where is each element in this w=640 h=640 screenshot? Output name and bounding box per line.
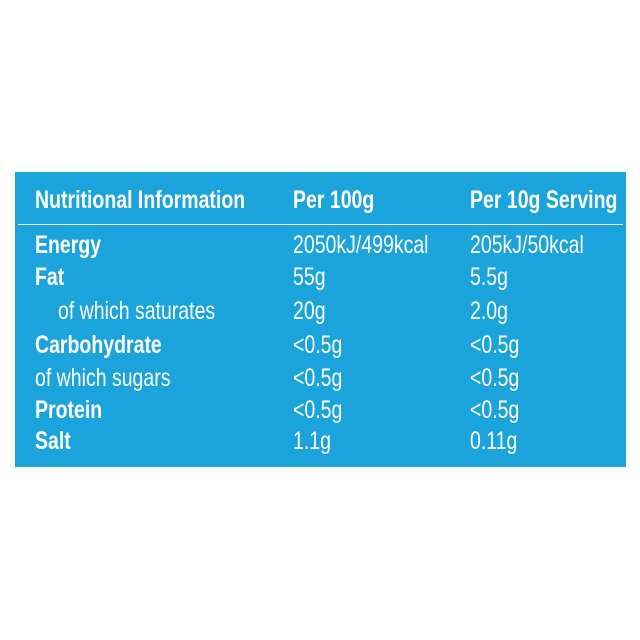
cell: 0.11g (470, 427, 518, 455)
row-label: Fat (35, 263, 65, 291)
header-cell: Per 10g Serving (470, 186, 618, 214)
cell: <0.5g (470, 331, 520, 359)
cell: 205kJ/50kcal (470, 231, 584, 259)
header-cell: Per 100g (293, 186, 375, 214)
cell: 1.1g (293, 427, 331, 455)
nutrition-table: Nutritional Information Per 100g Per 10g… (15, 172, 626, 467)
cell: <0.5g (293, 331, 343, 359)
cell: 2050kJ/499kcal (293, 231, 429, 259)
row-label: Salt (35, 427, 71, 455)
cell: 2.0g (470, 297, 508, 325)
cell: <0.5g (293, 364, 343, 392)
cell: <0.5g (293, 396, 343, 424)
row-label: Carbohydrate (35, 331, 162, 359)
cell: <0.5g (470, 364, 520, 392)
row-label: Energy (35, 231, 102, 259)
cell: 55g (293, 263, 326, 291)
header-cell: Nutritional Information (35, 186, 246, 214)
cell: 20g (293, 297, 326, 325)
cell: <0.5g (470, 396, 520, 424)
row-label: of which sugars (35, 364, 171, 392)
header-rule (18, 224, 623, 225)
row-label: of which saturates (58, 297, 216, 325)
cell: 5.5g (470, 263, 508, 291)
row-label: Protein (35, 396, 103, 424)
